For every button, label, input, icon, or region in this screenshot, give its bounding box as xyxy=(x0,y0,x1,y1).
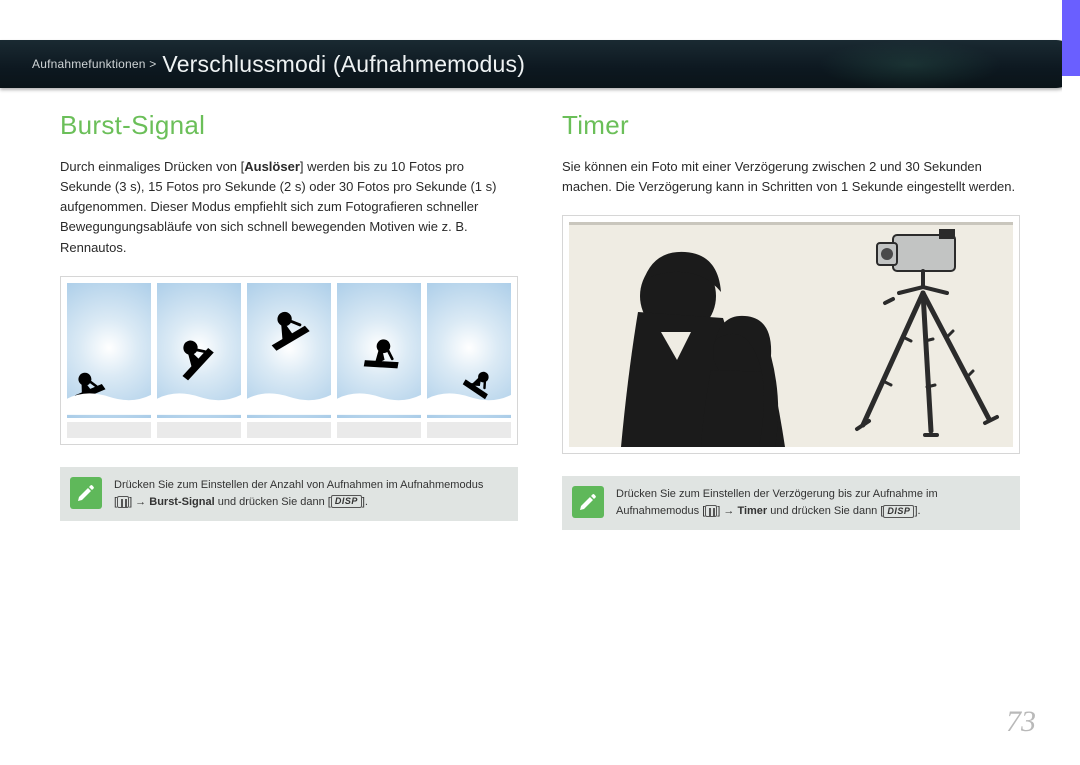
couple-silhouette-icon xyxy=(573,222,833,447)
snowboarder-icon xyxy=(67,283,151,418)
settings-glyph-icon xyxy=(705,505,717,517)
header-band: Aufnahmefunktionen > Verschlussmodi (Auf… xyxy=(0,40,1080,88)
note-text-timer: Drücken Sie zum Einstellen der Verzögeru… xyxy=(616,486,1006,520)
burst-frame xyxy=(427,283,511,438)
burst-frame xyxy=(337,283,421,438)
text: und drücken Sie dann [ xyxy=(767,505,883,517)
burst-illustration xyxy=(60,276,518,445)
note-box-burst: Drücken Sie zum Einstellen der Anzahl vo… xyxy=(60,467,518,521)
text: und drücken Sie dann [ xyxy=(215,496,331,508)
breadcrumb-title: Verschlussmodi (Aufnahmemodus) xyxy=(162,51,525,78)
text: ] → xyxy=(717,505,737,517)
burst-frame xyxy=(247,283,331,438)
snowboarder-icon xyxy=(427,283,511,418)
text: → xyxy=(132,496,149,508)
side-tab[interactable] xyxy=(1062,0,1080,76)
section-title-timer: Timer xyxy=(562,110,1020,141)
timer-paragraph: Sie können ein Foto mit einer Verzögerun… xyxy=(562,157,1020,197)
side-tab[interactable] xyxy=(1062,76,1080,765)
text-bold: Burst-Signal xyxy=(149,496,214,508)
snowboarder-icon xyxy=(247,283,331,418)
tripod-camera-icon xyxy=(807,229,1007,449)
column-timer: Timer Sie können ein Foto mit einer Verz… xyxy=(562,110,1020,530)
section-title-burst: Burst-Signal xyxy=(60,110,518,141)
burst-paragraph: Durch einmaliges Drücken von [Auslöser] … xyxy=(60,157,518,258)
disp-badge: DISP xyxy=(883,505,914,518)
disp-badge: DISP xyxy=(331,495,362,508)
breadcrumb-category: Aufnahmefunktionen > xyxy=(32,57,156,71)
pen-note-icon xyxy=(70,477,102,509)
content-columns: Burst-Signal Durch einmaliges Drücken vo… xyxy=(60,110,1020,530)
snowboarder-icon xyxy=(337,283,421,418)
text: ]. xyxy=(362,496,368,508)
settings-glyph-icon xyxy=(117,496,129,508)
snowboarder-icon xyxy=(157,283,241,418)
page-number: 73 xyxy=(1006,705,1036,739)
text-bold: Auslöser xyxy=(244,159,300,174)
text: Durch einmaliges Drücken von [ xyxy=(60,159,244,174)
text: Drücken Sie zum Einstellen der Anzahl vo… xyxy=(114,479,483,491)
note-text-burst: Drücken Sie zum Einstellen der Anzahl vo… xyxy=(114,477,483,511)
burst-frame xyxy=(67,283,151,438)
text: ]. xyxy=(914,505,920,517)
text-bold: Timer xyxy=(737,505,767,517)
timer-illustration xyxy=(562,215,1020,454)
pen-note-icon xyxy=(572,486,604,518)
side-tab-strip xyxy=(1062,0,1080,765)
note-box-timer: Drücken Sie zum Einstellen der Verzögeru… xyxy=(562,476,1020,530)
column-burst-signal: Burst-Signal Durch einmaliges Drücken vo… xyxy=(60,110,518,530)
burst-frame xyxy=(157,283,241,438)
